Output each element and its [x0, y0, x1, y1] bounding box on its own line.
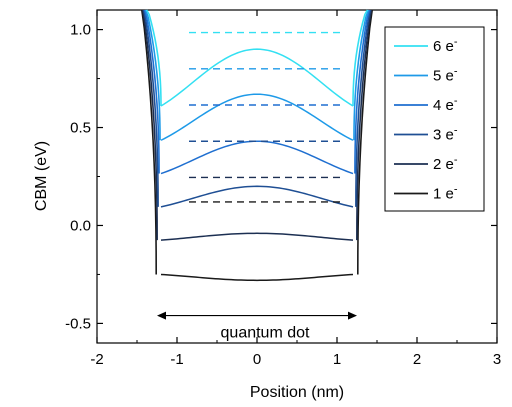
- right-wall-5: [353, 9, 370, 141]
- left-wall-5: [144, 9, 161, 141]
- legend-label: 2 e-: [433, 154, 458, 173]
- legend-superscript: -: [454, 184, 458, 196]
- right-wall-2: [356, 9, 373, 241]
- band-profile-5: [160, 93, 354, 141]
- quantum-dot-annotation: quantum dot: [157, 311, 357, 342]
- left-wall-6: [145, 9, 162, 106]
- x-axis-title: Position (nm): [250, 384, 344, 401]
- legend: 6 e- 5 e- 4 e- 3 e- 2 e- 1 e-: [384, 26, 485, 212]
- y-axis-title: CBM (eV): [33, 141, 50, 211]
- energy-levels: [189, 31, 345, 203]
- band-profiles: [160, 48, 354, 282]
- legend-box: [384, 26, 485, 212]
- x-tick-label: 0: [253, 351, 261, 368]
- band-profile-2: [160, 232, 354, 241]
- x-tick-label: 2: [413, 351, 421, 368]
- legend-label: 6 e-: [433, 36, 458, 55]
- right-wall-3: [355, 9, 372, 207]
- right-wall-1: [356, 9, 373, 275]
- legend-superscript: -: [454, 66, 458, 78]
- y-tick-label: 0.0: [70, 217, 91, 234]
- arrow-head-left: [157, 311, 166, 320]
- left-wall-3: [142, 9, 159, 207]
- barrier-walls: [141, 9, 373, 275]
- y-tick-label: 1.0: [70, 22, 91, 39]
- y-tick-label: -0.5: [65, 315, 91, 332]
- quantum-dot-label: quantum dot: [221, 325, 311, 342]
- right-wall-4: [354, 9, 371, 174]
- left-wall-1: [141, 9, 157, 275]
- y-tick-label: 0.5: [70, 120, 91, 137]
- legend-label: 4 e-: [433, 95, 458, 114]
- legend-label: 1 e-: [433, 184, 458, 203]
- legend-superscript: -: [454, 154, 458, 166]
- x-tick-label: 3: [493, 351, 501, 368]
- band-profile-3: [160, 185, 354, 208]
- right-wall-6: [352, 9, 369, 106]
- x-tick-label: -2: [90, 351, 103, 368]
- x-tick-label: 1: [333, 351, 341, 368]
- arrow-head-right: [348, 311, 357, 320]
- legend-superscript: -: [454, 95, 458, 107]
- left-wall-2: [141, 9, 158, 241]
- left-wall-4: [143, 9, 160, 174]
- x-tick-label: -1: [170, 351, 183, 368]
- band-profile-6: [160, 48, 354, 107]
- band-profile-1: [160, 273, 354, 282]
- legend-superscript: -: [454, 125, 458, 137]
- plot-area: -2 -1 0 1 2 3 -0.5 0.0 0.5 1.0: [65, 9, 501, 368]
- legend-label: 3 e-: [433, 125, 458, 144]
- axis-ticks: -2 -1 0 1 2 3 -0.5 0.0 0.5 1.0: [65, 10, 501, 368]
- legend-label: 5 e-: [433, 66, 458, 85]
- band-profile-4: [160, 140, 354, 175]
- legend-superscript: -: [454, 36, 458, 48]
